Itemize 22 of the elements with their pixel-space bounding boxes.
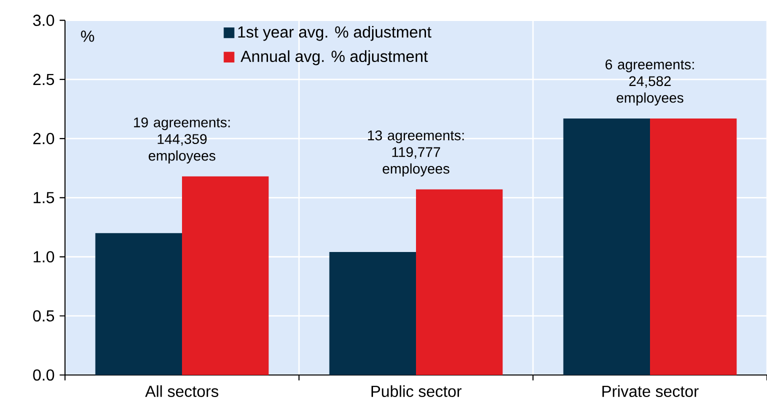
bar — [182, 176, 269, 375]
y-tick-label: 3.0 — [33, 14, 54, 26]
bar — [329, 252, 416, 375]
annotation: 19 agreements: 144,359 employees — [134, 117, 230, 164]
annotation: % — [81, 30, 94, 42]
x-tick-label: All sectors — [145, 385, 218, 398]
y-tick-label: 1.0 — [34, 251, 54, 262]
bar — [416, 189, 503, 375]
y-tick-label: 1.5 — [34, 192, 54, 204]
bar — [650, 118, 737, 375]
y-tick-label: 0.5 — [33, 310, 54, 322]
y-tick-label: 0.0 — [33, 369, 54, 381]
bar — [95, 233, 182, 375]
y-tick-label: 2.0 — [33, 132, 54, 144]
annotation: 6 agreements: 24,582 employees — [606, 60, 694, 106]
annotation: 13 agreements: 119,777 employees — [368, 130, 464, 176]
bar — [563, 118, 650, 375]
legend-label: Annual avg. % adjustment — [240, 50, 428, 66]
y-tick-label: 2.5 — [33, 74, 54, 86]
x-tick-label: Private sector — [602, 385, 699, 398]
legend-label: 1st year avg. % adjustment — [238, 26, 432, 41]
x-tick-label: Public sector — [372, 385, 462, 398]
